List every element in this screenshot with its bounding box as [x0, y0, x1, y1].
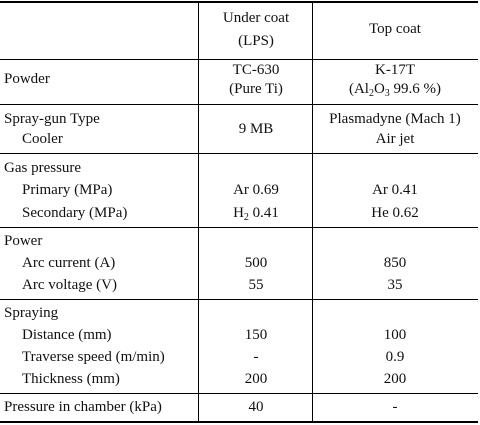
secondary-label: Secondary (MPa): [22, 205, 128, 221]
chamber-pressure-label: Pressure in chamber (kPa): [4, 399, 162, 415]
powder-top-detail: (Al2O3 99.6 %): [348, 81, 442, 99]
primary-under: Ar 0.69: [233, 182, 279, 198]
table-bottom-rule: [0, 421, 478, 423]
arc-current-label: Arc current (A): [22, 255, 116, 271]
row-rule: [0, 299, 478, 300]
thickness-under: 200: [244, 371, 268, 387]
thickness-top: 200: [383, 371, 407, 387]
power-label: Power: [4, 233, 43, 249]
arc-voltage-under: 55: [248, 277, 264, 293]
row-rule: [0, 153, 478, 154]
spraying-label: Spraying: [4, 305, 59, 321]
traverse-speed-label: Traverse speed (m/min): [22, 349, 165, 365]
powder-under: TC-630: [232, 62, 280, 78]
cooler-top: Air jet: [375, 131, 415, 147]
arc-voltage-top: 35: [387, 277, 403, 293]
row-rule: [0, 227, 478, 228]
thickness-label: Thickness (mm): [22, 371, 120, 387]
traverse-speed-top: 0.9: [385, 349, 405, 365]
arc-voltage-label: Arc voltage (V): [22, 277, 117, 293]
primary-label: Primary (MPa): [22, 182, 113, 198]
distance-top: 100: [383, 327, 407, 343]
arc-current-under: 500: [244, 255, 268, 271]
header-top-coat: Top coat: [369, 21, 421, 37]
primary-top: Ar 0.41: [372, 182, 418, 198]
powder-label: Powder: [4, 71, 50, 87]
chamber-pressure-under: 40: [248, 399, 264, 415]
distance-under: 150: [244, 327, 268, 343]
chamber-pressure-top: -: [392, 399, 398, 415]
powder-top: K-17T: [375, 62, 415, 78]
distance-label: Distance (mm): [22, 327, 112, 343]
secondary-under: H2 0.41: [233, 205, 279, 223]
table-top-rule: [0, 1, 478, 3]
spray-gun-top: Plasmadyne (Mach 1): [329, 111, 461, 127]
row-rule: [0, 393, 478, 394]
gas-pressure-label: Gas pressure: [4, 160, 82, 176]
powder-under-detail: (Pure Ti): [229, 81, 283, 97]
traverse-speed-under: -: [253, 349, 259, 365]
spray-gun-label: Spray-gun Type: [4, 111, 100, 127]
column-separator: [312, 2, 313, 422]
cooler-label: Cooler: [22, 131, 63, 147]
arc-current-top: 850: [383, 255, 407, 271]
header-under-coat-lps: (LPS): [238, 33, 274, 49]
column-separator: [198, 2, 199, 422]
secondary-top: He 0.62: [371, 205, 419, 221]
row-rule: [0, 104, 478, 105]
spray-gun-under: 9 MB: [238, 121, 274, 137]
header-under-coat: Under coat: [222, 10, 290, 26]
header-rule: [0, 59, 478, 60]
